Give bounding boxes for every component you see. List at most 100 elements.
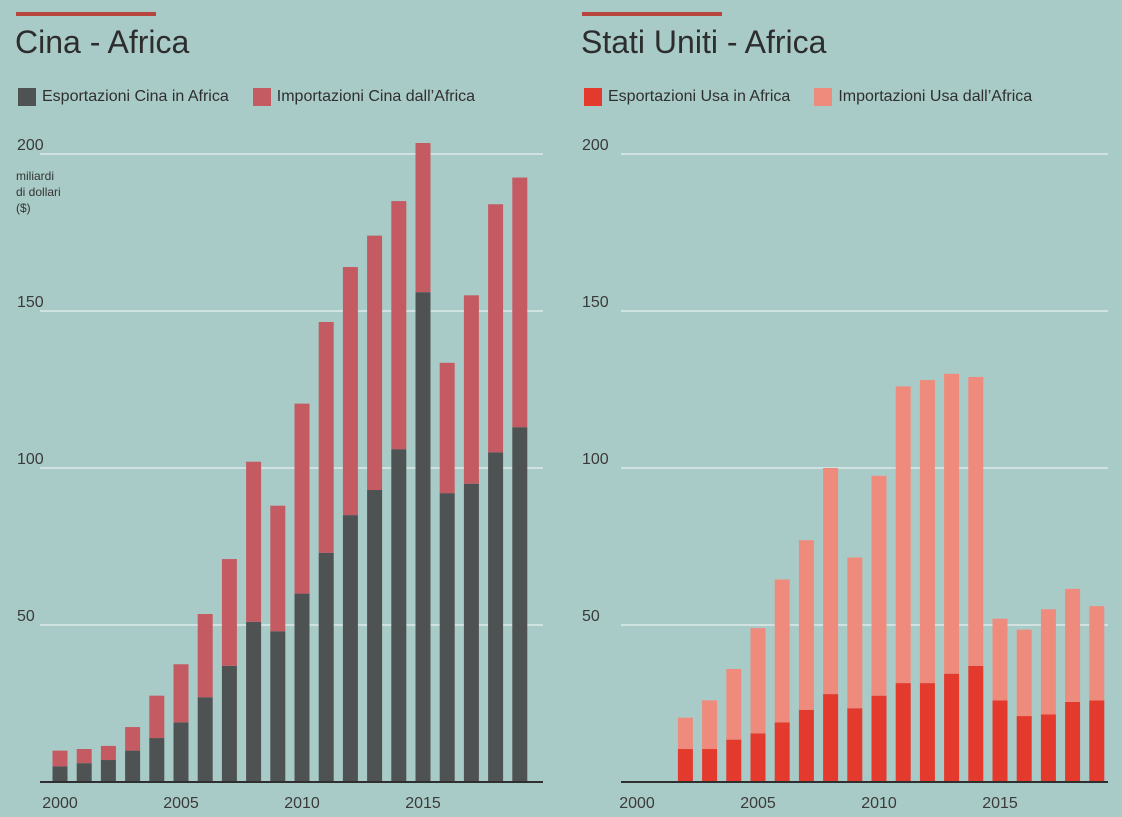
bar-imports-2011	[318, 321, 334, 553]
bar-exports-2006	[774, 722, 790, 782]
bar-imports-2006	[774, 579, 790, 723]
bar-imports-2009	[270, 505, 286, 632]
legend-label-imports: Importazioni Usa dall’Africa	[838, 88, 1033, 105]
x-tick-label: 2015	[405, 795, 441, 812]
bar-exports-2003	[125, 750, 141, 782]
bar-imports-2003	[125, 727, 141, 751]
legend: Esportazioni Usa in Africa Importazioni …	[584, 88, 1056, 106]
legend-label-exports: Esportazioni Cina in Africa	[42, 88, 229, 105]
bar-exports-2014	[391, 449, 407, 782]
bar-imports-2008	[246, 461, 262, 622]
y-axis-unit-label: miliardi di dollari ($)	[16, 169, 61, 215]
bar-imports-2010	[294, 403, 310, 594]
bar-imports-2009	[847, 557, 863, 709]
bar-exports-2017	[463, 483, 479, 782]
bar-exports-2010	[294, 593, 310, 782]
y-tick-label: 50	[17, 608, 35, 625]
plot-area: 50 100 150 200 2000 2005 2010 2015	[582, 137, 1108, 812]
title-accent-bar	[582, 12, 722, 16]
usa-africa-chart: Stati Uniti - Africa Esportazioni Usa in…	[561, 0, 1122, 817]
bar-imports-2005	[750, 628, 766, 734]
bar-exports-2019	[512, 427, 528, 782]
legend: Esportazioni Cina in Africa Importazioni…	[18, 88, 499, 106]
bar-exports-2000	[52, 766, 68, 782]
legend-item-exports: Esportazioni Usa in Africa	[584, 88, 790, 106]
bar-exports-2007	[798, 709, 814, 782]
bar-exports-2019	[1089, 700, 1105, 782]
bar-exports-2008	[823, 694, 839, 782]
bar-imports-2012	[919, 380, 935, 684]
legend-swatch-imports	[814, 88, 833, 106]
bar-imports-2014	[391, 201, 407, 450]
legend-item-exports: Esportazioni Cina in Africa	[18, 88, 229, 106]
bar-imports-2010	[871, 475, 887, 696]
bar-imports-2012	[342, 267, 358, 516]
bar-exports-2018	[488, 452, 504, 782]
y-tick-label: 200	[17, 137, 44, 154]
bar-imports-2001	[76, 749, 92, 764]
bar-exports-2004	[726, 739, 742, 782]
legend-swatch-imports	[252, 88, 271, 106]
bar-exports-2012	[342, 515, 358, 782]
bar-imports-2000	[52, 750, 68, 767]
legend-swatch-exports	[584, 88, 602, 106]
bar-imports-2004	[726, 668, 742, 740]
bar-exports-2014	[968, 665, 984, 782]
x-tick-label: 2000	[42, 795, 78, 812]
bar-exports-2016	[439, 493, 455, 782]
bar-exports-2015	[415, 292, 431, 782]
bar-imports-2006	[197, 614, 213, 698]
bar-exports-2008	[246, 621, 262, 782]
x-tick-label: 2005	[163, 795, 199, 812]
bar-exports-2007	[221, 665, 237, 782]
bar-imports-2007	[221, 559, 237, 666]
bar-exports-2005	[173, 722, 189, 782]
bar-imports-2017	[463, 295, 479, 484]
bar-exports-2013	[944, 673, 960, 782]
x-tick-label: 2000	[619, 795, 655, 812]
y-tick-label: 50	[582, 608, 600, 625]
bar-imports-2002	[677, 717, 693, 750]
bar-exports-2002	[100, 760, 116, 782]
bar-imports-2005	[173, 664, 189, 723]
title-accent-bar	[16, 12, 156, 16]
bar-exports-2005	[750, 733, 766, 782]
legend-label-imports: Importazioni Cina dall’Africa	[276, 88, 476, 105]
bar-imports-2004	[149, 695, 165, 739]
legend-swatch-exports	[18, 88, 36, 106]
bar-imports-2019	[512, 177, 528, 428]
y-tick-label: 150	[17, 294, 44, 311]
bar-exports-2016	[1016, 716, 1032, 782]
bar-exports-2002	[677, 749, 693, 782]
legend-item-imports: Importazioni Cina dall’Africa	[252, 88, 476, 106]
bar-exports-2011	[318, 552, 334, 782]
bar-imports-2013	[367, 235, 383, 490]
x-tick-label: 2010	[284, 795, 320, 812]
bar-exports-2011	[895, 683, 911, 782]
chart-title: Cina - Africa	[15, 24, 190, 60]
bar-imports-2003	[702, 700, 718, 750]
bar-imports-2015	[415, 143, 431, 293]
bar-exports-2015	[992, 700, 1008, 782]
y-tick-label: 200	[582, 137, 609, 154]
bar-imports-2014	[968, 376, 984, 666]
bar-imports-2018	[488, 204, 504, 453]
bar-exports-2001	[76, 763, 92, 782]
y-tick-label: 150	[582, 294, 609, 311]
bar-exports-2013	[367, 489, 383, 782]
bar-exports-2009	[270, 631, 286, 782]
bar-imports-2016	[1016, 629, 1032, 717]
x-tick-label: 2015	[982, 795, 1018, 812]
bar-exports-2018	[1065, 701, 1081, 782]
bar-imports-2017	[1040, 609, 1056, 715]
bar-exports-2012	[919, 683, 935, 782]
bar-imports-2013	[944, 373, 960, 674]
legend-label-exports: Esportazioni Usa in Africa	[608, 88, 791, 105]
bar-imports-2011	[895, 386, 911, 684]
bar-imports-2015	[992, 618, 1008, 701]
legend-item-imports: Importazioni Usa dall’Africa	[814, 88, 1032, 106]
y-tick-label: 100	[17, 451, 44, 468]
bar-exports-2003	[702, 749, 718, 782]
x-tick-label: 2010	[861, 795, 897, 812]
